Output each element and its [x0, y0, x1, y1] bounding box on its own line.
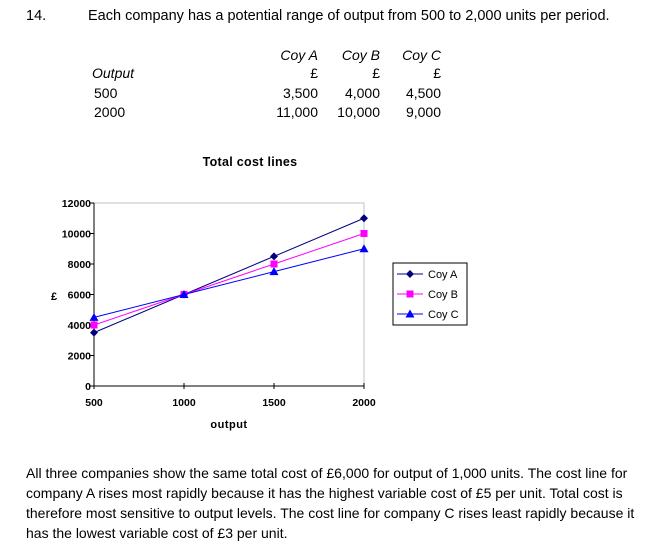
y-tick-label: 6000 [68, 290, 92, 302]
y-tick-label: 0 [85, 381, 91, 393]
y-axis-title: £ [51, 291, 57, 303]
output-header: Output [92, 65, 135, 81]
col-header-coy-a: Coy A [280, 47, 318, 63]
col-header-coy-b: Coy B [341, 47, 380, 63]
x-tick-label: 1500 [262, 397, 286, 409]
y-tick-label: 8000 [68, 259, 92, 271]
legend-label-coy-a: Coy A [428, 269, 458, 281]
y-tick-label: 12000 [62, 198, 91, 210]
total-cost-chart: 0 2000 4000 6000 8000 10000 12000 500 1000 1500 20… [51, 198, 468, 431]
x-tick-label: 500 [85, 397, 103, 409]
y-tick-label: 10000 [62, 229, 91, 241]
cell-500-coy-c: 4,500 [405, 85, 441, 101]
legend-marker-coy-a [406, 270, 414, 278]
y-tick-label: 2000 [68, 351, 92, 363]
x-tick-label: 1000 [172, 397, 196, 409]
question-number: 14. [26, 8, 47, 24]
cell-2000-coy-b: 10,000 [337, 104, 380, 120]
cell-500-coy-a: 3,500 [282, 85, 318, 101]
data-point-coy-a [270, 252, 278, 261]
legend-label-coy-b: Coy B [428, 289, 458, 301]
cell-2000-coy-a: 11,000 [276, 104, 318, 120]
legend-marker-coy-b [406, 290, 414, 298]
x-axis-title: output [210, 419, 247, 431]
chart-title: Total cost lines [202, 155, 298, 169]
data-point-coy-c [179, 290, 189, 298]
cell-2000-coy-c: 9,000 [405, 104, 441, 120]
explanation-paragraph: All three companies show the same total … [26, 465, 635, 541]
x-tick-label: 2000 [352, 397, 376, 409]
currency-coy-a: £ [310, 65, 318, 81]
data-point-coy-c [269, 267, 279, 276]
data-point-coy-c [359, 244, 369, 253]
data-point-coy-a [90, 328, 98, 337]
series-line-coy-b [93, 233, 365, 326]
series-line-coy-a [93, 217, 365, 334]
legend-label-coy-c: Coy C [428, 309, 459, 321]
row-output-2000: 2000 [94, 104, 126, 120]
data-point-coy-b [270, 260, 278, 268]
data-point-coy-b [90, 321, 98, 329]
series-line-coy-c [93, 248, 365, 318]
plot-area [93, 202, 365, 387]
currency-coy-b: £ [372, 65, 380, 81]
currency-coy-c: £ [433, 65, 441, 81]
data-point-coy-c [89, 312, 99, 321]
question-intro: Each company has a potential range of ou… [88, 8, 610, 24]
cell-500-coy-b: 4,000 [344, 85, 380, 101]
row-output-500: 500 [94, 85, 118, 101]
data-point-coy-b [360, 230, 368, 237]
legend-marker-coy-c [405, 309, 415, 318]
data-point-coy-a [360, 214, 368, 223]
y-tick-label: 4000 [68, 320, 92, 332]
col-header-coy-c: Coy C [402, 47, 441, 63]
